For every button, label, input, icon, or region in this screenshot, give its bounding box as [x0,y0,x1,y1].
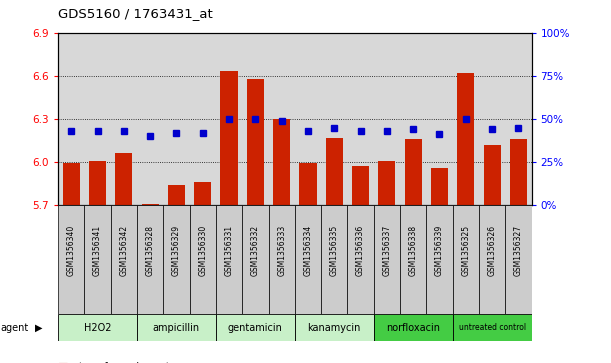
Text: GSM1356342: GSM1356342 [119,225,128,276]
Bar [268,205,295,314]
Bar [374,314,453,341]
Bar [426,205,453,314]
Bar [295,314,374,341]
Text: GSM1356336: GSM1356336 [356,225,365,276]
Text: H2O2: H2O2 [84,323,111,333]
Bar [273,119,290,205]
Text: GSM1356339: GSM1356339 [435,225,444,276]
Bar [374,205,400,314]
Bar [58,205,84,314]
Bar [404,139,422,205]
Text: GSM1356325: GSM1356325 [461,225,470,276]
Bar [299,163,316,205]
Bar [431,168,448,205]
Bar [58,314,137,341]
Text: GSM1356328: GSM1356328 [145,225,155,276]
Bar [295,205,321,314]
Text: norfloxacin: norfloxacin [386,323,440,333]
Bar [247,79,264,205]
Bar [142,204,159,205]
Text: GSM1356330: GSM1356330 [198,225,207,276]
Text: GSM1356329: GSM1356329 [172,225,181,276]
Text: GSM1356331: GSM1356331 [224,225,233,276]
Bar [194,182,211,205]
Text: GSM1356326: GSM1356326 [488,225,497,276]
Bar [63,163,80,205]
Bar [242,205,268,314]
Bar [453,205,479,314]
Text: GSM1356340: GSM1356340 [67,225,76,276]
Bar [510,139,527,205]
Text: GSM1356333: GSM1356333 [277,225,286,276]
Bar [457,73,474,205]
Bar [137,205,163,314]
Text: GSM1356338: GSM1356338 [409,225,418,276]
Text: GSM1356335: GSM1356335 [330,225,338,276]
Bar [479,205,505,314]
Bar [163,205,189,314]
Text: GSM1356332: GSM1356332 [251,225,260,276]
Text: kanamycin: kanamycin [307,323,361,333]
Bar [348,205,374,314]
Text: ampicillin: ampicillin [153,323,200,333]
Bar [321,205,348,314]
Bar [168,185,185,205]
Text: GSM1356334: GSM1356334 [304,225,312,276]
Text: ▶: ▶ [35,323,43,333]
Text: gentamicin: gentamicin [228,323,283,333]
Bar [483,145,500,205]
Text: untreated control: untreated control [458,323,525,332]
Text: GSM1356341: GSM1356341 [93,225,102,276]
Text: GDS5160 / 1763431_at: GDS5160 / 1763431_at [58,7,213,20]
Bar [216,314,295,341]
Bar [326,138,343,205]
Bar [221,72,238,205]
Text: GSM1356327: GSM1356327 [514,225,523,276]
Bar [89,160,106,205]
Bar [216,205,242,314]
Bar [189,205,216,314]
Text: transformed count: transformed count [79,362,170,363]
Bar [111,205,137,314]
Bar [137,314,216,341]
Bar [115,154,133,205]
Text: agent: agent [0,323,28,333]
Bar [453,314,532,341]
Bar [84,205,111,314]
Text: GSM1356337: GSM1356337 [382,225,392,276]
Bar [378,160,395,205]
Text: ■: ■ [58,362,68,363]
Bar [400,205,426,314]
Bar [352,166,369,205]
Bar [505,205,532,314]
